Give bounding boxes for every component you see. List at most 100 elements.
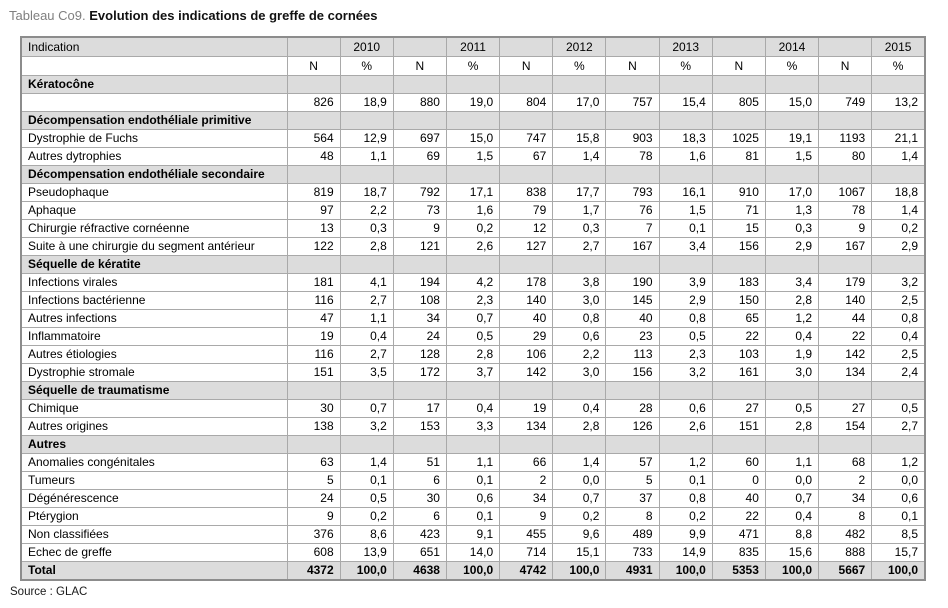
value-cell: 28: [605, 399, 660, 418]
value-cell: 100,0: [764, 561, 820, 581]
section-label: Autres: [20, 435, 288, 454]
value-cell: 2,9: [871, 237, 926, 256]
empty-cell: [339, 75, 394, 94]
value-cell: 3,4: [764, 273, 820, 292]
value-cell: 5353: [711, 561, 766, 581]
value-cell: 2,5: [871, 345, 926, 364]
value-cell: 2,2: [552, 345, 607, 364]
value-cell: 9: [818, 219, 873, 238]
value-cell: 100,0: [339, 561, 394, 581]
value-cell: 0,1: [658, 219, 713, 238]
value-cell: 30: [286, 399, 341, 418]
table-row: Ptérygion 9 0,2 6 0,1 9 0,2 8 0,2 22 0,4 8 0,1: [20, 507, 926, 526]
indications-table: Indication 2010 2011 2012 2013 2014 2015 N% N% N%…: [20, 36, 926, 581]
value-cell: 1193: [818, 129, 873, 148]
n-header: N: [286, 56, 341, 76]
empty-cell: [871, 255, 926, 274]
value-cell: 4638: [392, 561, 447, 581]
value-cell: 4,1: [339, 273, 394, 292]
total-row: Total 4372 100,0 4638 100,0 4742 100,0 4931 100,…: [20, 561, 926, 581]
row-label: Ptérygion: [20, 507, 288, 526]
empty-cell: [392, 381, 447, 400]
value-cell: 1,6: [658, 147, 713, 166]
empty-cell: [445, 255, 501, 274]
empty-cell: [871, 75, 926, 94]
value-cell: 3,2: [871, 273, 926, 292]
value-cell: 0,1: [871, 507, 926, 526]
value-cell: 24: [392, 327, 447, 346]
table-title-text: Evolution des indications de greffe de c…: [89, 8, 378, 23]
value-cell: 1,1: [339, 309, 394, 328]
value-cell: 0,7: [764, 489, 820, 508]
table-row: Infections virales 181 4,1 194 4,2 178 3,8 190 3…: [20, 273, 926, 292]
value-cell: 22: [818, 327, 873, 346]
value-cell: 27: [818, 399, 873, 418]
value-cell: 1,4: [552, 453, 607, 472]
value-cell: 0,8: [871, 309, 926, 328]
value-cell: 37: [605, 489, 660, 508]
value-cell: 0,4: [764, 327, 820, 346]
value-cell: 3,0: [764, 363, 820, 382]
row-label: Suite à une chirurgie du segment antérie…: [20, 237, 288, 256]
value-cell: 0,6: [658, 399, 713, 418]
value-cell: 423: [392, 525, 447, 544]
year-header-2010: 2010: [339, 36, 394, 57]
value-cell: 19: [286, 327, 341, 346]
table-row: Chimique 30 0,7 17 0,4 19 0,4 28 0,6 27 0,5 27 0,5: [20, 399, 926, 418]
value-cell: 150: [711, 291, 766, 310]
value-cell: 1,9: [764, 345, 820, 364]
value-cell: 18,8: [871, 183, 926, 202]
value-cell: 116: [286, 345, 341, 364]
value-cell: 0,8: [658, 309, 713, 328]
value-cell: 2,8: [339, 237, 394, 256]
empty-cell: [339, 435, 394, 454]
n-header: N: [711, 56, 766, 76]
value-cell: 80: [818, 147, 873, 166]
value-cell: 134: [499, 417, 554, 436]
value-cell: 0,3: [552, 219, 607, 238]
value-cell: 194: [392, 273, 447, 292]
table-row: Chirurgie réfractive cornéenne 13 0,3 9 0,2 1…: [20, 219, 926, 238]
empty-cell: [658, 165, 713, 184]
value-cell: 13,9: [339, 543, 394, 562]
value-cell: 0,5: [764, 399, 820, 418]
value-cell: 13: [286, 219, 341, 238]
value-cell: 15,1: [552, 543, 607, 562]
value-cell: 2,9: [764, 237, 820, 256]
value-cell: 8,8: [764, 525, 820, 544]
table-row: Infections bactérienne 116 2,7 108 2,3 140 3,0…: [20, 291, 926, 310]
value-cell: 2,9: [658, 291, 713, 310]
value-cell: 48: [286, 147, 341, 166]
value-cell: 15,6: [764, 543, 820, 562]
value-cell: 140: [818, 291, 873, 310]
value-cell: 2,7: [339, 291, 394, 310]
value-cell: 3,2: [658, 363, 713, 382]
section-label: Séquelle de kératite: [20, 255, 288, 274]
value-cell: 79: [499, 201, 554, 220]
empty-cell: [605, 75, 660, 94]
value-cell: 1067: [818, 183, 873, 202]
value-cell: 34: [818, 489, 873, 508]
value-cell: 1,4: [339, 453, 394, 472]
value-cell: 804: [499, 93, 554, 112]
value-cell: 792: [392, 183, 447, 202]
value-cell: 9: [392, 219, 447, 238]
value-cell: 9,6: [552, 525, 607, 544]
value-cell: 15,8: [552, 129, 607, 148]
row-label: Infections virales: [20, 273, 288, 292]
table-row: Autres infections 47 1,1 34 0,7 40 0,8 40 0,8 65 1…: [20, 309, 926, 328]
value-cell: 0,2: [871, 219, 926, 238]
value-cell: 100,0: [871, 561, 926, 581]
empty-cell: [658, 381, 713, 400]
empty-cell: [286, 435, 341, 454]
value-cell: 19,0: [445, 93, 501, 112]
value-cell: 17,1: [445, 183, 501, 202]
value-cell: 4742: [499, 561, 554, 581]
value-cell: 19: [499, 399, 554, 418]
value-cell: 0: [711, 471, 766, 490]
value-cell: 3,2: [339, 417, 394, 436]
value-cell: 7: [605, 219, 660, 238]
value-cell: 1,5: [445, 147, 501, 166]
value-cell: 3,7: [445, 363, 501, 382]
value-cell: 0,1: [339, 471, 394, 490]
